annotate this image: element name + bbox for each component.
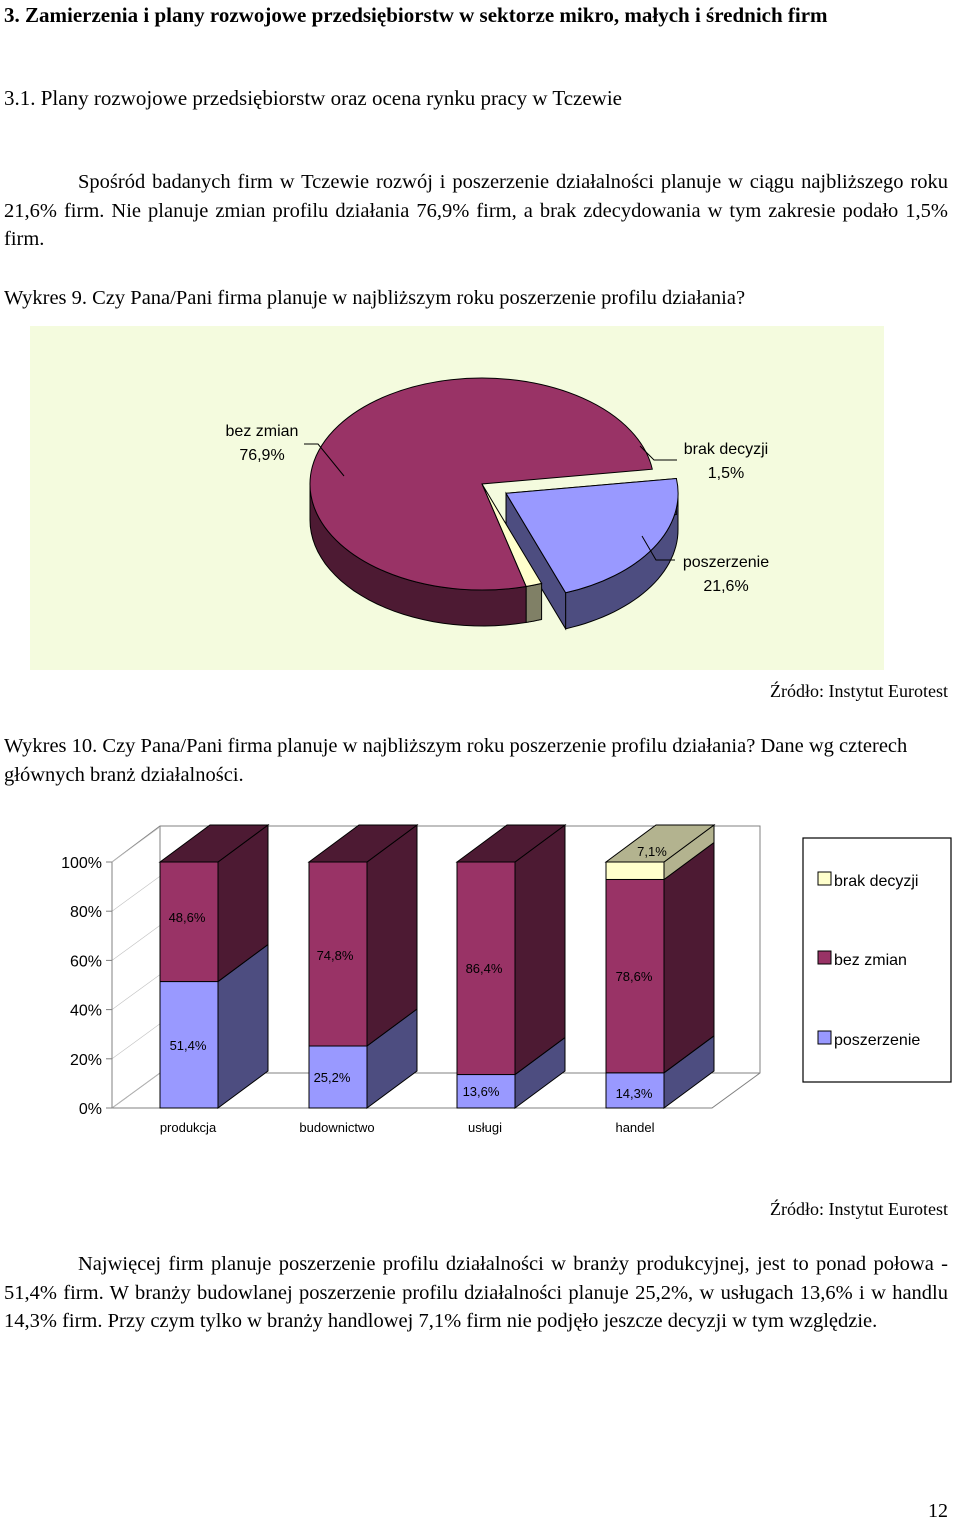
y-gridline (111, 925, 161, 961)
category-label: produkcja (160, 1120, 217, 1135)
y-axis: 0% 20% 40% 60% 80% 100% (61, 826, 161, 1118)
pie-slice-poszerzenie (505, 477, 679, 594)
legend-swatch-brak-decyzji (817, 871, 832, 886)
y-tick-label: 20% (70, 1052, 102, 1069)
intro-paragraph: Spośród badanych firm w Tczewie rozwój i… (4, 171, 948, 250)
legend-label-bez-zmian: bez zmian (834, 952, 907, 969)
leader-line-bez-zmian (304, 443, 345, 477)
chart2-source: Źródło: Instytut Eurotest (770, 1199, 948, 1219)
bar-value-label: 78,6% (616, 969, 653, 984)
category-label: budownictwo (299, 1120, 374, 1135)
legend-label-brak-decyzji: brak decyzji (834, 873, 918, 890)
bar-side-bez-zmian (663, 841, 715, 1074)
pie-value-bez-zmian: 76,9% (239, 447, 284, 464)
pie-labels: bez zmian 76,9% brak decyzji 1,5% poszer… (226, 423, 770, 595)
bar-top (604, 824, 716, 863)
bar-value-label: 14,3% (616, 1086, 653, 1101)
category-label: handel (615, 1120, 654, 1135)
bar-chart: 0% 20% 40% 60% 80% 100% 51,4% 48,6% 25,2% 74,8% 1… (61, 824, 952, 1135)
bar-value-label: 7,1% (637, 844, 667, 859)
legend-swatch-bez-zmian (817, 950, 832, 965)
bar-segment-poszerzenie (456, 1074, 516, 1109)
bar-value-label: 25,2% (314, 1070, 351, 1085)
y-gridline (111, 826, 161, 863)
bar-top (455, 824, 567, 863)
y-gridline (111, 875, 161, 912)
pie-side-brak-decyzji (525, 582, 543, 624)
y-gridline (111, 1072, 161, 1109)
pie-label-poszerzenie: poszerzenie (683, 554, 769, 571)
pie-leader-lines (304, 443, 677, 561)
bar-value-label: 86,4% (466, 961, 503, 976)
bar-segment-poszerzenie (159, 981, 219, 1109)
bar-top (307, 824, 419, 863)
pie-chart: bez zmian 76,9% brak decyzji 1,5% poszer… (226, 377, 770, 631)
bar-legend: brak decyzji bez zmian poszerzenie (802, 837, 952, 1083)
legend-label-poszerzenie: poszerzenie (834, 1032, 920, 1049)
bar-segment-brak-decyzji (605, 861, 665, 880)
leader-line-brak-decyzji (639, 445, 677, 461)
y-tick-label: 60% (70, 953, 102, 970)
page-heading: 3. Zamierzenia i plany rozwojowe przedsi… (4, 3, 828, 27)
pie-label-brak-decyzji: brak decyzji (684, 441, 768, 458)
bar-segment-poszerzenie (308, 1045, 368, 1109)
bar-stacks (158, 824, 716, 1109)
bar-top (158, 824, 270, 863)
chart2-caption: Wykres 10. Czy Pana/Pani firma planuje w… (4, 735, 908, 786)
y-gridline (111, 1023, 161, 1060)
bar-value-labels: 51,4% 48,6% 25,2% 74,8% 13,6% 86,4% 14,3% 78,6%… (169, 844, 668, 1101)
pie-value-poszerzenie: 21,6% (703, 578, 748, 595)
y-tick-label: 40% (70, 1003, 102, 1020)
y-tick-label: 0% (79, 1101, 102, 1118)
bar-side-bez-zmian (366, 824, 418, 1048)
pie-slice-bez-zmian (309, 377, 653, 591)
bar-value-label: 13,6% (463, 1084, 500, 1099)
chart1-caption: Wykres 9. Czy Pana/Pani firma planuje w … (4, 287, 746, 309)
x-axis-labels: produkcja budownictwo usługi handel (160, 1120, 655, 1135)
closing-paragraph: Najwięcej firm planuje poszerzenie profi… (4, 1253, 948, 1332)
legend-swatch-poszerzenie (817, 1030, 832, 1045)
leader-line-poszerzenie (641, 535, 675, 561)
bar-segment-poszerzenie (605, 1072, 665, 1109)
y-gridline (111, 974, 161, 1010)
category-label: usługi (468, 1120, 502, 1135)
bar-value-label: 48,6% (169, 910, 206, 925)
section-subheading: 3.1. Plany rozwojowe przedsiębiorstw ora… (4, 86, 623, 110)
page-number: 12 (928, 1500, 948, 1522)
bar-segment-bez-zmian (605, 878, 665, 1074)
bar-value-label: 74,8% (317, 948, 354, 963)
pie-slices (309, 377, 679, 631)
pie-value-brak-decyzji: 1,5% (708, 465, 744, 482)
bar-segment-bez-zmian (308, 861, 368, 1047)
pie-label-bez-zmian: bez zmian (226, 423, 299, 440)
bar-side-bez-zmian (514, 824, 566, 1076)
y-tick-label: 80% (70, 904, 102, 921)
bar-value-label: 51,4% (170, 1038, 207, 1053)
y-tick-label: 100% (61, 855, 102, 872)
chart1-source: Źródło: Instytut Eurotest (770, 681, 948, 701)
